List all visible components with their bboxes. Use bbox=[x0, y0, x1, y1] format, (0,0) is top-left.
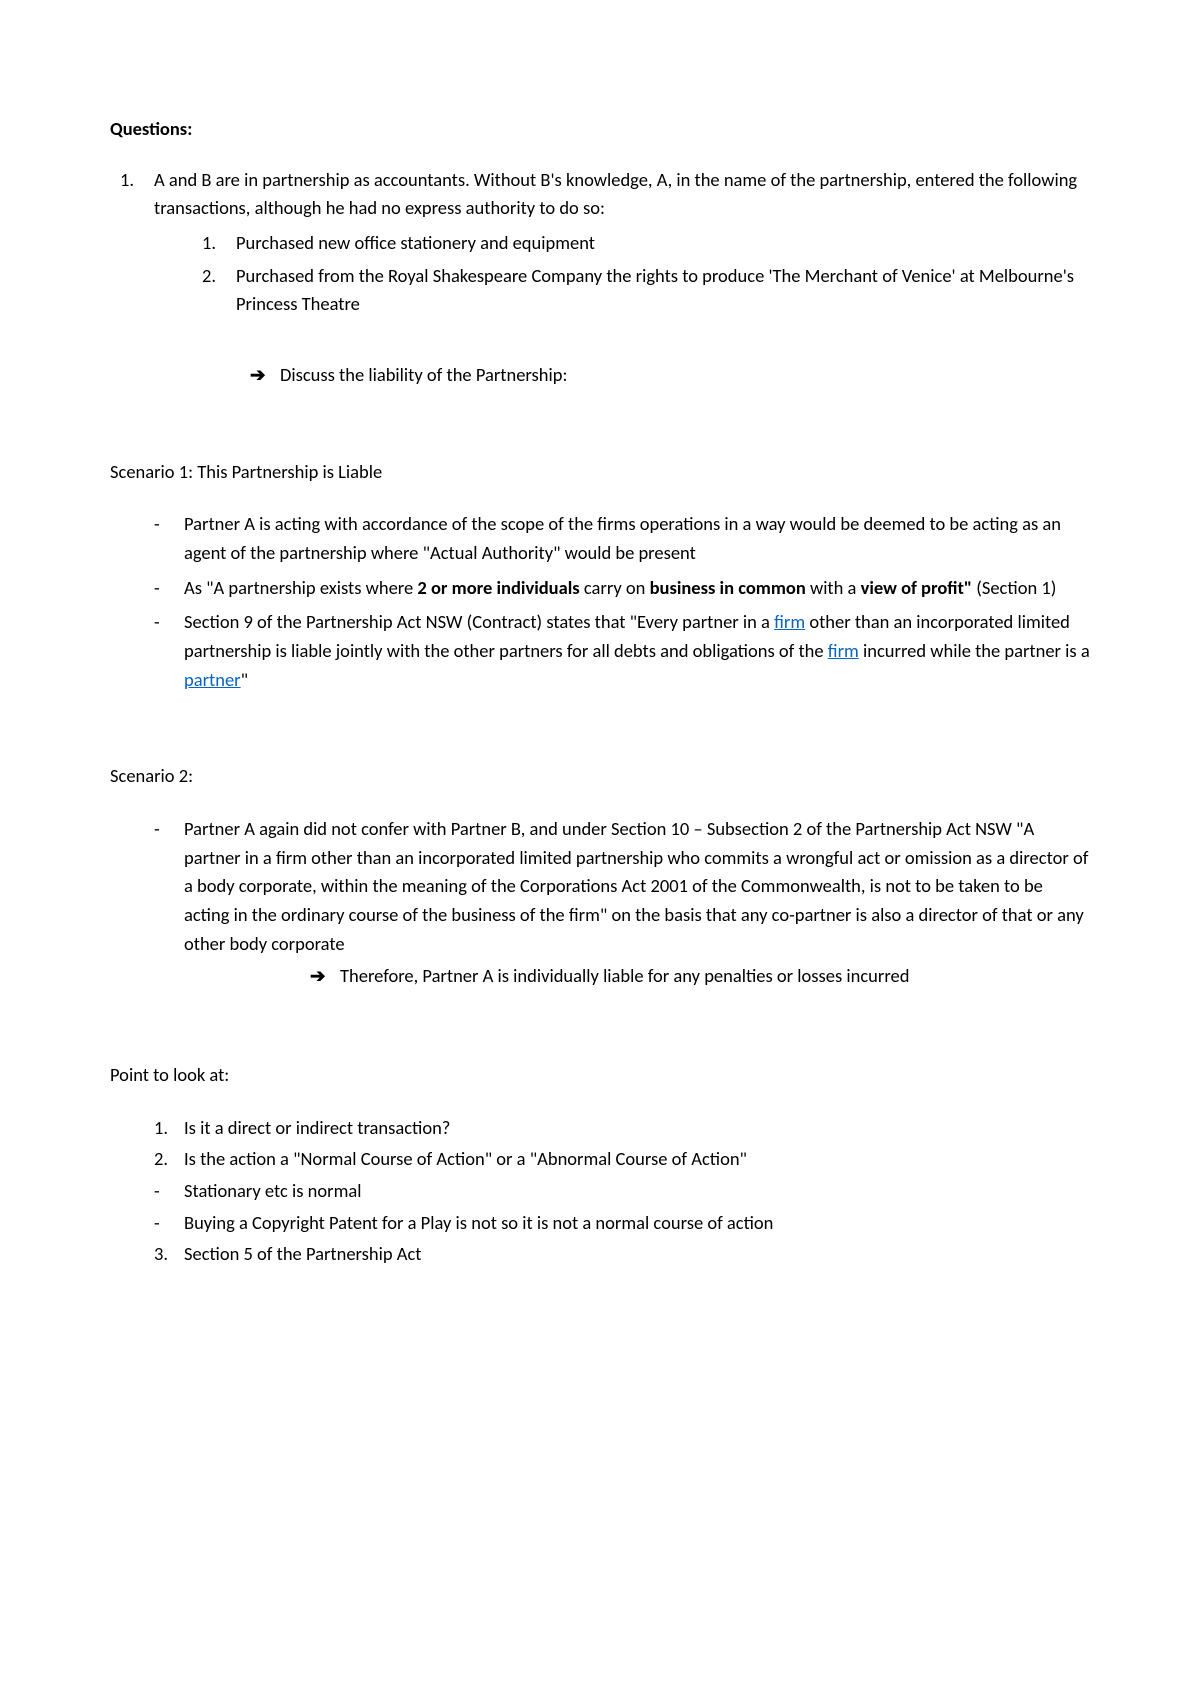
scenario-2-title: Scenario 2: bbox=[110, 762, 1090, 791]
question-1-sublist: Purchased new office stationery and equi… bbox=[154, 229, 1090, 319]
firm-link-2[interactable]: firm bbox=[828, 639, 859, 662]
questions-heading: Questions: bbox=[110, 115, 1090, 144]
question-1-text: A and B are in partnership as accountant… bbox=[154, 168, 1077, 220]
partner-link[interactable]: partner bbox=[184, 668, 241, 691]
text-fragment: Section 9 of the Partnership Act NSW (Co… bbox=[184, 610, 774, 633]
discuss-prompt: Discuss the liability of the Partnership… bbox=[154, 361, 1090, 390]
text-fragment: incurred while the partner is a bbox=[859, 639, 1090, 662]
text-fragment: " bbox=[241, 668, 248, 691]
text-fragment: with a bbox=[806, 576, 861, 599]
points-list: Is it a direct or indirect transaction? … bbox=[110, 1114, 1090, 1269]
s2-conclusion: Therefore, Partner A is individually lia… bbox=[184, 962, 1090, 991]
point-2: Is the action a "Normal Course of Action… bbox=[184, 1145, 1090, 1174]
bold-text: 2 or more individuals bbox=[417, 576, 579, 599]
points-title: Point to look at: bbox=[110, 1061, 1090, 1090]
bold-text: view of profit" bbox=[861, 576, 972, 599]
scenario-2-list: Partner A again did not confer with Part… bbox=[110, 815, 1090, 991]
text-fragment: As "A partnership exists where bbox=[184, 576, 417, 599]
firm-link-1[interactable]: firm bbox=[774, 610, 805, 633]
s1-point-3: Section 9 of the Partnership Act NSW (Co… bbox=[184, 608, 1090, 694]
text-fragment: carry on bbox=[580, 576, 650, 599]
scenario-1-title: Scenario 1: This Partnership is Liable bbox=[110, 458, 1090, 487]
bold-text: business in common bbox=[650, 576, 806, 599]
main-question-list: A and B are in partnership as accountant… bbox=[110, 166, 1090, 390]
q1-sub-1: Purchased new office stationery and equi… bbox=[236, 229, 1090, 258]
text-fragment: Partner A again did not confer with Part… bbox=[184, 817, 1088, 955]
text-fragment: (Section 1) bbox=[972, 576, 1056, 599]
point-dash-1: Stationary etc is normal bbox=[184, 1177, 1090, 1206]
point-3: Section 5 of the Partnership Act bbox=[184, 1240, 1090, 1269]
point-1: Is it a direct or indirect transaction? bbox=[184, 1114, 1090, 1143]
q1-sub-2: Purchased from the Royal Shakespeare Com… bbox=[236, 262, 1090, 319]
scenario-1-list: Partner A is acting with accordance of t… bbox=[110, 510, 1090, 694]
point-dash-2: Buying a Copyright Patent for a Play is … bbox=[184, 1209, 1090, 1238]
s1-point-2: As "A partnership exists where 2 or more… bbox=[184, 574, 1090, 603]
s1-point-1: Partner A is acting with accordance of t… bbox=[184, 510, 1090, 567]
s2-point-1: Partner A again did not confer with Part… bbox=[184, 815, 1090, 991]
question-1: A and B are in partnership as accountant… bbox=[154, 166, 1090, 390]
